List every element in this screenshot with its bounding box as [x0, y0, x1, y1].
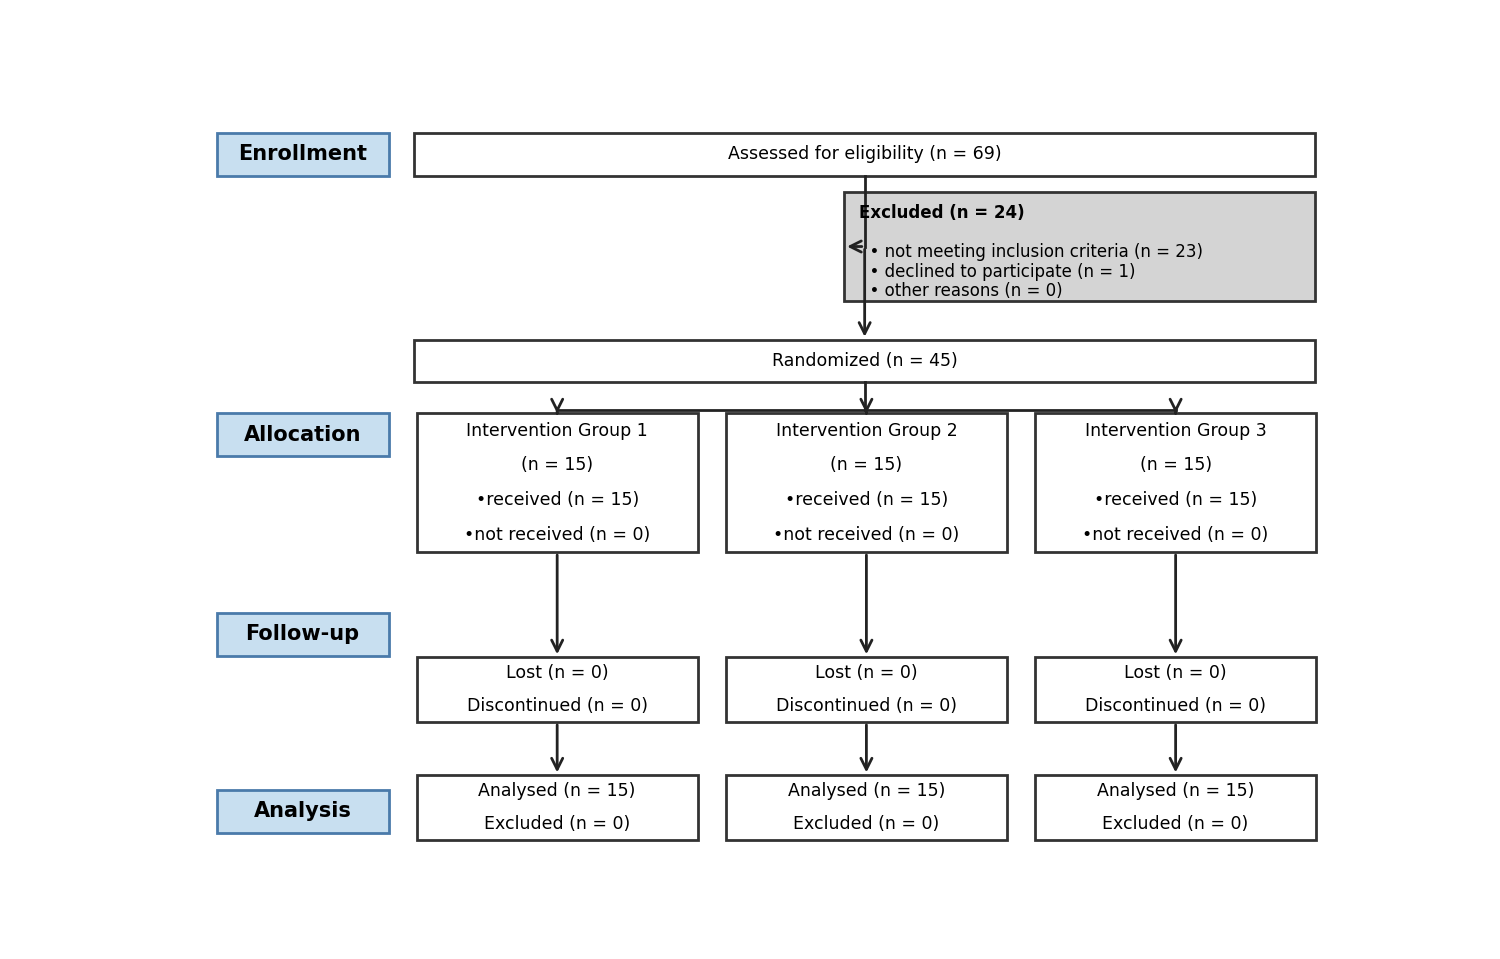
Text: Discontinued (n = 0): Discontinued (n = 0) [466, 697, 648, 714]
FancyBboxPatch shape [1035, 775, 1317, 840]
Text: Analysis: Analysis [254, 802, 351, 822]
FancyBboxPatch shape [414, 132, 1316, 175]
Text: Discontinued (n = 0): Discontinued (n = 0) [1084, 697, 1266, 714]
Text: Lost (n = 0): Lost (n = 0) [1125, 665, 1227, 683]
Text: • other reasons (n = 0): • other reasons (n = 0) [859, 282, 1064, 300]
FancyBboxPatch shape [216, 613, 388, 656]
Text: Randomized (n = 45): Randomized (n = 45) [772, 352, 957, 370]
Text: (n = 15): (n = 15) [831, 456, 903, 475]
FancyBboxPatch shape [216, 132, 388, 175]
FancyBboxPatch shape [216, 790, 388, 832]
Text: Analysed (n = 15): Analysed (n = 15) [788, 783, 945, 801]
FancyBboxPatch shape [417, 657, 698, 722]
FancyBboxPatch shape [216, 413, 388, 456]
FancyBboxPatch shape [417, 775, 698, 840]
Text: Intervention Group 1: Intervention Group 1 [466, 422, 648, 440]
Text: Excluded (n = 0): Excluded (n = 0) [1102, 815, 1248, 833]
Text: •not received (n = 0): •not received (n = 0) [774, 526, 960, 544]
FancyBboxPatch shape [726, 657, 1006, 722]
Text: Excluded (n = 0): Excluded (n = 0) [484, 815, 630, 833]
Text: •received (n = 15): •received (n = 15) [784, 491, 948, 509]
Text: •not received (n = 0): •not received (n = 0) [1083, 526, 1269, 544]
Text: Intervention Group 3: Intervention Group 3 [1084, 422, 1266, 440]
Text: Assessed for eligibility (n = 69): Assessed for eligibility (n = 69) [728, 145, 1002, 163]
Text: Allocation: Allocation [244, 425, 362, 445]
Text: •not received (n = 0): •not received (n = 0) [464, 526, 651, 544]
Text: (n = 15): (n = 15) [1140, 456, 1212, 475]
FancyBboxPatch shape [726, 775, 1006, 840]
FancyBboxPatch shape [844, 192, 1316, 301]
Text: • not meeting inclusion criteria (n = 23): • not meeting inclusion criteria (n = 23… [859, 243, 1203, 261]
FancyBboxPatch shape [417, 413, 698, 552]
Text: •received (n = 15): •received (n = 15) [1094, 491, 1257, 509]
Text: Excluded (n = 24): Excluded (n = 24) [859, 203, 1024, 222]
FancyBboxPatch shape [414, 339, 1316, 383]
Text: Excluded (n = 0): Excluded (n = 0) [794, 815, 939, 833]
Text: Lost (n = 0): Lost (n = 0) [815, 665, 918, 683]
Text: Analysed (n = 15): Analysed (n = 15) [1096, 783, 1254, 801]
Text: (n = 15): (n = 15) [520, 456, 592, 475]
Text: Analysed (n = 15): Analysed (n = 15) [478, 783, 636, 801]
Text: •received (n = 15): •received (n = 15) [476, 491, 639, 509]
FancyBboxPatch shape [1035, 657, 1317, 722]
FancyBboxPatch shape [1035, 413, 1317, 552]
Text: • declined to participate (n = 1): • declined to participate (n = 1) [859, 263, 1136, 281]
Text: Enrollment: Enrollment [238, 144, 368, 164]
Text: Follow-up: Follow-up [246, 624, 360, 644]
Text: Lost (n = 0): Lost (n = 0) [506, 665, 609, 683]
Text: Intervention Group 2: Intervention Group 2 [776, 422, 957, 440]
FancyBboxPatch shape [726, 413, 1006, 552]
Text: Discontinued (n = 0): Discontinued (n = 0) [776, 697, 957, 714]
